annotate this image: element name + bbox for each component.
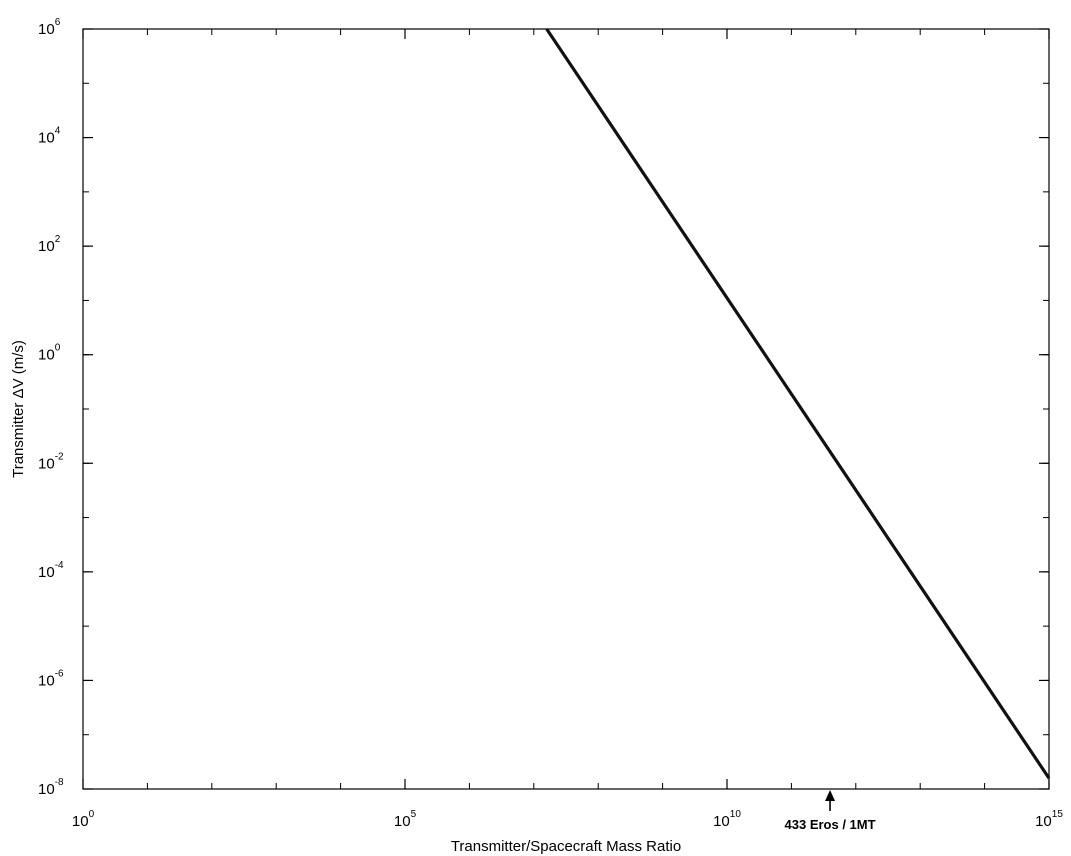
series-layer [545, 28, 1051, 780]
series-line [545, 28, 1051, 780]
plot-area [82, 28, 1050, 790]
x-tick-labels: 100 105 1010 1015 [72, 809, 1063, 830]
annotation-layer: 433 Eros / 1MT [785, 790, 876, 832]
y-tick-label: 10-4 [38, 560, 64, 581]
major-ticks [82, 28, 1050, 790]
x-axis-label: Transmitter/Spacecraft Mass Ratio [451, 838, 681, 855]
y-tick-labels: 106 104 102 100 10-2 10-4 10-6 10-8 [38, 17, 64, 798]
y-tick-label: 102 [38, 234, 61, 255]
y-tick-label: 104 [38, 126, 61, 147]
annotation-arrow-head [825, 790, 836, 801]
x-tick-label: 1010 [713, 809, 741, 830]
x-tick-label: 1015 [1035, 809, 1063, 830]
y-tick-label: 106 [38, 17, 61, 38]
annotation-label: 433 Eros / 1MT [785, 817, 876, 832]
y-tick-label: 10-8 [38, 777, 64, 798]
y-tick-label: 100 [38, 343, 61, 364]
x-tick-label: 105 [394, 809, 417, 830]
x-tick-label: 100 [72, 809, 95, 830]
y-tick-label: 10-6 [38, 668, 64, 689]
y-axis-label: Transmitter ΔV (m/s) [10, 340, 27, 478]
y-tick-label: 10-2 [38, 451, 64, 472]
